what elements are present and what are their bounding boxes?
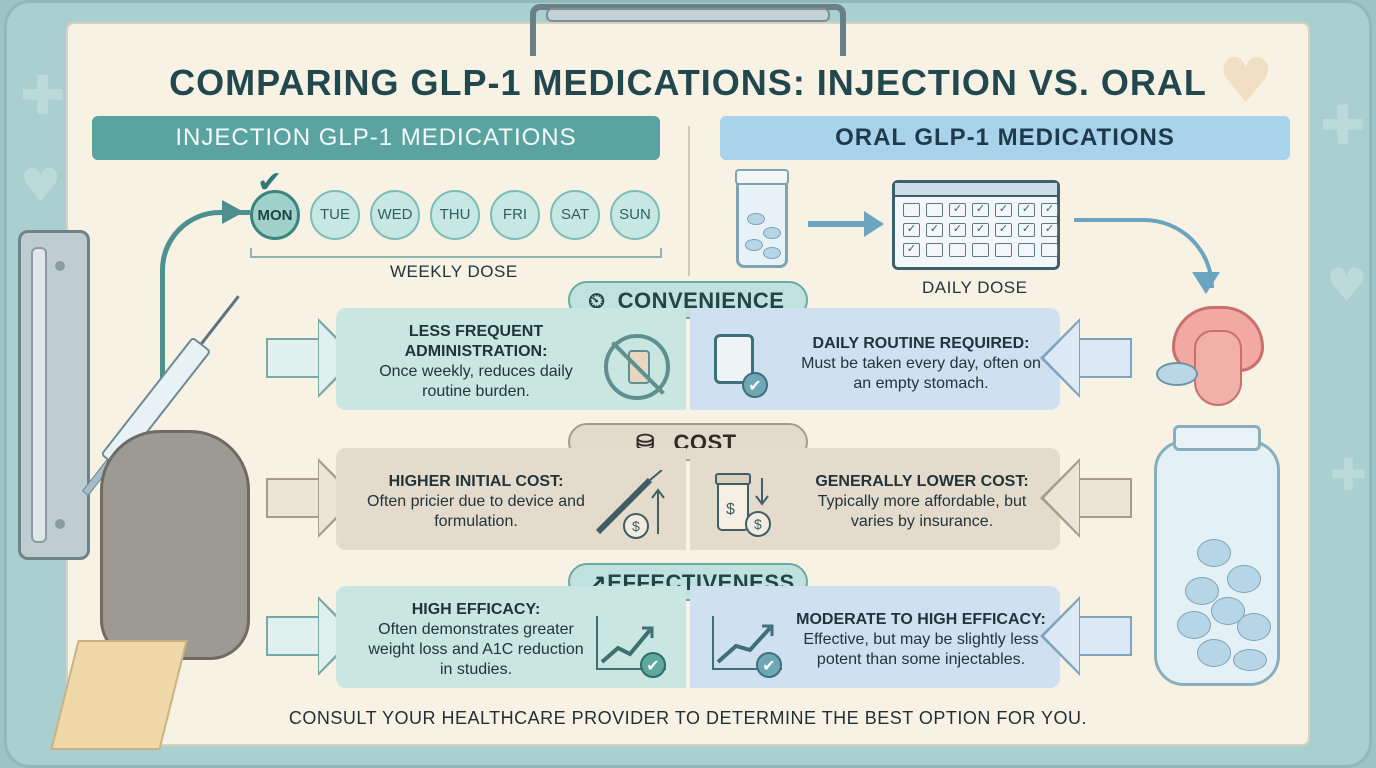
cost-oral-body: Typically more affordable, but varies by… [817,493,1027,530]
oral-header: ORAL GLP-1 MEDICATIONS [720,116,1290,160]
clipboard-side-clip [18,230,90,560]
bottle-price-icon: $ $ [715,473,771,537]
trend-chart-icon [596,616,666,670]
calendar-day-cell [1018,243,1035,257]
calendar-day-cell: ✓ [995,223,1012,237]
arrow-head-icon [222,200,244,224]
effectiveness-oral-body: Effective, but may be slightly less pote… [803,631,1039,668]
arrow-left-icon [1040,596,1132,676]
pill-bottle-icon [735,169,789,268]
clipboard-clip [530,4,846,56]
calendar-icon: ✓ ✓ ✓ ✓ ✓ ✓ ✓ ✓ ✓ ✓ ✓ ✓ ✓ [892,180,1060,270]
day-sat: SAT [550,190,600,240]
trend-chart-icon [712,616,782,670]
effectiveness-injection-text: HIGH EFFICACY: Often demonstrates greate… [360,600,592,680]
cost-oral-title: GENERALLY LOWER COST: [815,473,1029,490]
no-bottle-icon [604,334,670,400]
clip-rail [31,247,47,543]
calendar-day-cell: ✓ [1041,223,1058,237]
cost-injection-title: HIGHER INITIAL COST: [388,473,564,490]
week-bracket [250,248,662,258]
heart-icon: ♥ [20,158,62,212]
heart-icon: ♥ [1326,258,1368,312]
day-sun: SUN [610,190,660,240]
day-mon: MON [250,190,300,240]
injection-header: INJECTION GLP-1 MEDICATIONS [92,116,660,160]
pill-jar-icon [1154,425,1280,686]
convenience-injection-title: LESS FREQUENT ADMINISTRATION: [404,323,548,360]
clipboard-clip-bar [546,8,830,22]
effectiveness-oral-panel [690,586,1060,688]
calendar-day-cell [995,243,1012,257]
clip-screw [55,261,65,271]
daily-dose-label: DAILY DOSE [922,278,1028,297]
medical-cross-icon: ✚ [20,64,66,127]
calendar-day-cell [972,243,989,257]
cost-injection-text: HIGHER INITIAL COST: Often pricier due t… [360,472,592,532]
syringe-price-icon: $ [595,470,665,539]
arrow-left-icon [1040,318,1132,398]
heart-pulse-icon: ♥ [1218,44,1274,117]
convenience-oral-text: DAILY ROUTINE REQUIRED: Must be taken ev… [796,334,1046,394]
effectiveness-injection-title: HIGH EFFICACY: [411,601,541,618]
convenience-injection-text: LESS FREQUENT ADMINISTRATION: Once weekl… [360,322,592,402]
curved-arrow-icon [160,210,250,390]
calendar-day-cell: ✓ [903,223,920,237]
calendar-day-cell [903,203,920,217]
calendar-day-cell [926,203,943,217]
calendar-day-cell [926,243,943,257]
calendar-day-cell: ✓ [1041,203,1058,217]
weekly-dose-label: WEEKLY DOSE [390,262,518,281]
effectiveness-oral-title: MODERATE TO HIGH EFFICACY: [796,611,1046,628]
calendar-day-cell: ✓ [995,203,1012,217]
clip-screw [55,519,65,529]
clock-icon: ⏲ [588,288,606,313]
checkmark-icon: ✔ [742,372,768,398]
calendar-day-cell: ✓ [903,243,920,257]
convenience-oral-body: Must be taken every day, often on an emp… [801,355,1041,392]
arrow-left-icon [1040,458,1132,538]
convenience-injection-body: Once weekly, reduces daily routine burde… [379,363,573,400]
cost-injection-body: Often pricier due to device and formulat… [367,493,585,530]
checkmark-icon: ✔ [756,652,782,678]
checkmark-icon: ✔ [640,652,666,678]
gloved-hand-icon [100,430,250,660]
calendar-day-cell: ✓ [949,223,966,237]
calendar-day-cell [949,243,966,257]
arrow-right-icon [808,221,868,227]
pill-bottle-icon [714,334,754,384]
pill-icon [1156,362,1198,386]
svg-text:$: $ [726,501,735,518]
arrow-head-icon [1192,272,1220,294]
medical-cross-icon: ✚ [1330,450,1367,501]
day-wed: WED [370,190,420,240]
calendar-day-cell: ✓ [926,223,943,237]
day-tue: TUE [310,190,360,240]
effectiveness-oral-text: MODERATE TO HIGH EFFICACY: Effective, bu… [796,610,1046,670]
convenience-oral-title: DAILY ROUTINE REQUIRED: [812,335,1030,352]
cost-oral-text: GENERALLY LOWER COST: Typically more aff… [800,472,1044,532]
arrow-head-icon [864,211,884,237]
svg-text:$: $ [632,518,640,534]
day-fri: FRI [490,190,540,240]
calendar-day-cell [1041,243,1058,257]
medical-cross-icon: ✚ [1320,94,1366,157]
calendar-day-cell: ✓ [972,223,989,237]
calendar-day-cell: ✓ [1018,223,1035,237]
page-title: COMPARING GLP-1 MEDICATIONS: INJECTION V… [169,62,1207,103]
footer-note: CONSULT YOUR HEALTHCARE PROVIDER TO DETE… [288,708,1088,728]
calendar-day-cell: ✓ [1018,203,1035,217]
effectiveness-injection-panel [336,586,686,688]
day-thu: THU [430,190,480,240]
column-divider [688,126,690,276]
tongue-icon [1194,330,1242,406]
svg-text:$: $ [754,516,762,532]
calendar-day-cell: ✓ [949,203,966,217]
effectiveness-injection-body: Often demonstrates greater weight loss a… [368,621,584,678]
calendar-day-cell: ✓ [972,203,989,217]
